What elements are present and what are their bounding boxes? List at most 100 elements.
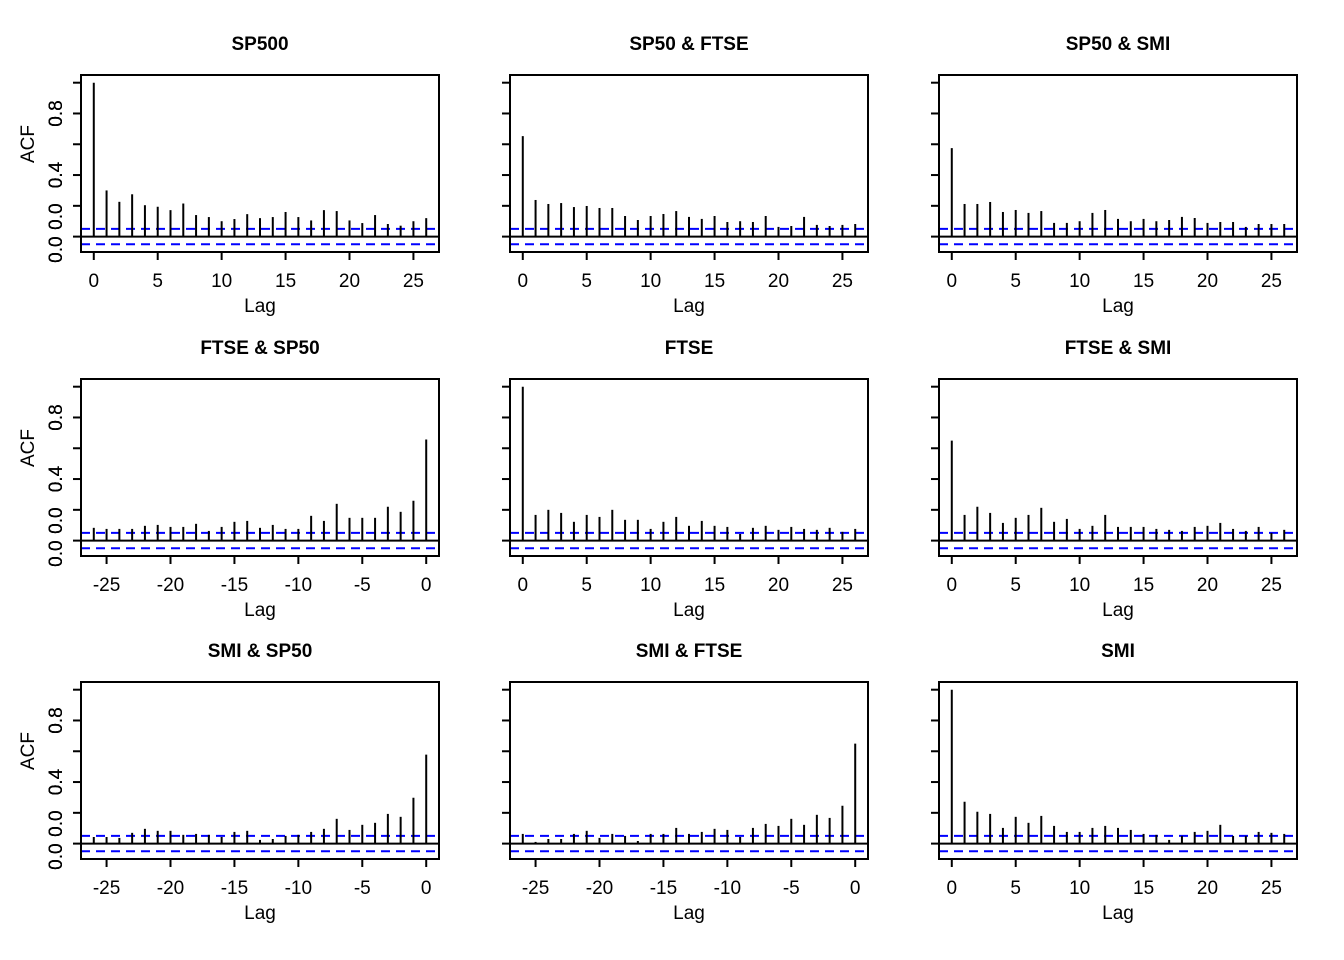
plot-frame xyxy=(938,681,1298,860)
x-tick-label: -20 xyxy=(157,575,184,596)
y-tick-label: 0.8 xyxy=(46,100,67,126)
x-tick-label: 15 xyxy=(704,271,725,292)
y-tick-label: 0.0 xyxy=(46,540,67,566)
y-tick-label: 0.0 xyxy=(46,540,67,566)
x-tick-label: 5 xyxy=(581,271,592,292)
x-tick-label: -25 xyxy=(93,575,120,596)
x-tick-label: 5 xyxy=(1010,575,1021,596)
y-tick-label: 0.0 xyxy=(46,843,67,869)
x-tick-label: 15 xyxy=(1133,271,1154,292)
y-tick-label: 0.4 xyxy=(46,161,67,188)
panel-title: SMI & SP50 xyxy=(208,641,313,662)
panel-title: FTSE xyxy=(665,338,714,359)
x-axis-label: Lag xyxy=(673,600,705,621)
x-tick-label: 25 xyxy=(1261,575,1282,596)
x-tick-label: -10 xyxy=(714,878,741,899)
y-tick-label: 0.0 xyxy=(46,203,67,229)
y-tick-label: 0.8 xyxy=(46,404,67,430)
x-tick-label: 15 xyxy=(1133,878,1154,899)
x-tick-label: 15 xyxy=(704,575,725,596)
x-tick-label: 0 xyxy=(946,878,957,899)
x-tick-label: 0 xyxy=(517,575,528,596)
x-tick-label: -5 xyxy=(783,878,800,899)
x-tick-label: 20 xyxy=(1197,575,1218,596)
y-tick-label: 0.8 xyxy=(46,707,67,733)
x-tick-label: 10 xyxy=(640,575,661,596)
x-axis-label: Lag xyxy=(673,296,705,317)
acf-panel: FTSE & SP50 0.0 0.4 0.8 0.0 ACF -25 -20 -15 -10 -5… xyxy=(18,338,440,621)
x-tick-label: 5 xyxy=(152,271,163,292)
panel-title: FTSE & SP50 xyxy=(200,338,319,359)
y-tick-label: 0.0 xyxy=(46,507,67,533)
x-tick-label: 0 xyxy=(850,878,861,899)
plot-frame xyxy=(509,378,869,557)
x-tick-label: -20 xyxy=(586,878,613,899)
x-tick-label: 20 xyxy=(1197,878,1218,899)
x-tick-label: 10 xyxy=(640,271,661,292)
y-tick-label: 0.0 xyxy=(46,540,67,566)
x-tick-label: 15 xyxy=(1133,575,1154,596)
y-axis-label: ACF xyxy=(18,732,39,770)
y-tick-label: 0.8 xyxy=(46,100,67,126)
panel-title: SMI xyxy=(1101,641,1135,662)
x-tick-label: 25 xyxy=(403,271,424,292)
y-tick-label: 0.8 xyxy=(46,100,67,126)
y-tick-label: 0.4 xyxy=(46,768,67,795)
x-tick-label: 0 xyxy=(946,575,957,596)
x-tick-label: 0 xyxy=(517,271,528,292)
y-tick-label: 0.0 xyxy=(46,507,67,533)
y-axis-label: ACF xyxy=(18,125,39,163)
x-axis-label: Lag xyxy=(244,600,276,621)
x-axis-label: Lag xyxy=(1102,296,1134,317)
y-tick-label: 0.0 xyxy=(46,843,67,869)
x-tick-label: 0 xyxy=(421,878,432,899)
y-tick-label: 0.0 xyxy=(46,810,67,836)
x-axis-label: Lag xyxy=(244,296,276,317)
panel-title: FTSE & SMI xyxy=(1065,338,1172,359)
plot-frame xyxy=(80,681,440,860)
plot-frame xyxy=(938,378,1298,557)
y-tick-label: 0.0 xyxy=(46,843,67,869)
acf-panel: FTSE & SMI 0.0 0.4 0.8 0.0 0 5 10 15 20 25 Lag xyxy=(46,338,1298,621)
x-tick-label: 20 xyxy=(768,271,789,292)
x-tick-label: 10 xyxy=(1069,878,1090,899)
x-axis-label: Lag xyxy=(244,903,276,924)
x-tick-label: 0 xyxy=(421,575,432,596)
y-tick-label: 0.8 xyxy=(46,404,67,430)
plot-frame xyxy=(80,74,440,253)
y-tick-label: 0.4 xyxy=(46,768,67,795)
panel-title: SMI & FTSE xyxy=(636,641,743,662)
plot-frame xyxy=(938,74,1298,253)
y-tick-label: 0.0 xyxy=(46,810,67,836)
y-tick-label: 0.8 xyxy=(46,404,67,430)
x-tick-label: -25 xyxy=(522,878,549,899)
acf-panel: FTSE 0.0 0.4 0.8 0.0 0 5 10 15 20 25 Lag xyxy=(46,338,869,621)
panel-title: SP500 xyxy=(231,34,288,55)
acf-panel: SMI 0.0 0.4 0.8 0.0 0 5 10 15 20 25 Lag xyxy=(46,641,1298,924)
x-tick-label: -20 xyxy=(157,878,184,899)
y-tick-label: 0.4 xyxy=(46,161,67,188)
x-tick-label: 20 xyxy=(1197,271,1218,292)
x-tick-label: -15 xyxy=(221,878,248,899)
x-tick-label: 5 xyxy=(1010,271,1021,292)
y-tick-label: 0.0 xyxy=(46,203,67,229)
y-tick-label: 0.0 xyxy=(46,236,67,262)
y-tick-label: 0.0 xyxy=(46,203,67,229)
x-tick-label: -5 xyxy=(354,575,371,596)
y-tick-label: 0.4 xyxy=(46,161,67,188)
y-tick-label: 0.0 xyxy=(46,236,67,262)
y-tick-label: 0.0 xyxy=(46,236,67,262)
x-tick-label: 25 xyxy=(832,271,853,292)
plot-frame xyxy=(509,74,869,253)
acf-panel: SP500 0.0 0.4 0.8 0.0 ACF 0 5 10 15 20 25 Lag xyxy=(18,34,440,317)
x-tick-label: -15 xyxy=(650,878,677,899)
panel-title: SP50 & FTSE xyxy=(629,34,748,55)
y-tick-label: 0.8 xyxy=(46,707,67,733)
x-tick-label: 20 xyxy=(768,575,789,596)
x-tick-label: 25 xyxy=(832,575,853,596)
acf-panel: SP50 & FTSE 0.0 0.4 0.8 0.0 0 5 10 15 20 25 Lag xyxy=(46,34,869,317)
x-tick-label: -25 xyxy=(93,878,120,899)
y-tick-label: 0.8 xyxy=(46,707,67,733)
y-axis-label: ACF xyxy=(18,429,39,467)
